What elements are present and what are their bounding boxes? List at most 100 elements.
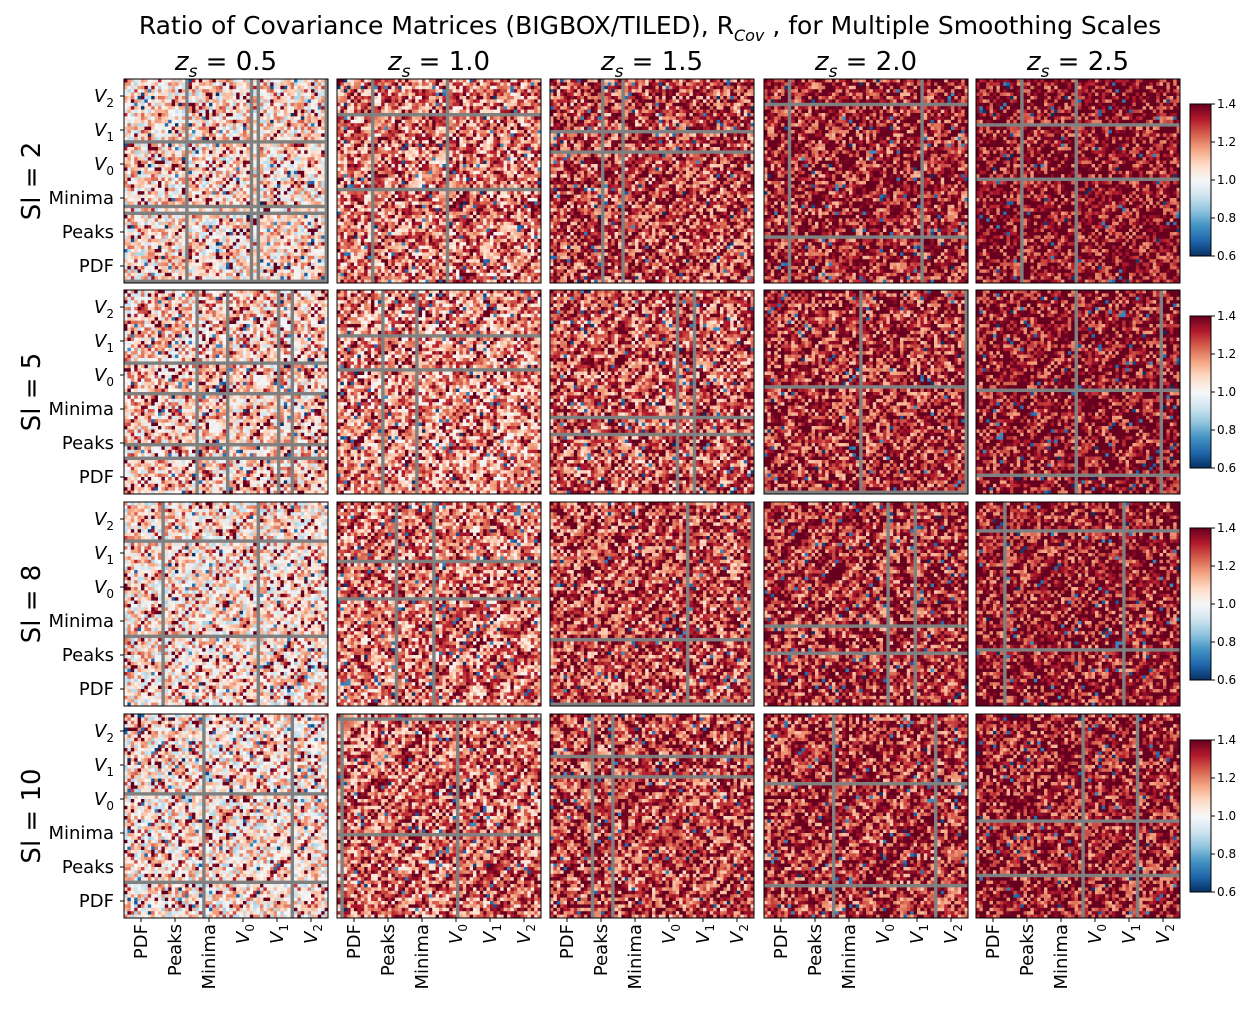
heatmap-cell bbox=[168, 252, 172, 256]
heatmap-cell bbox=[192, 164, 196, 168]
heatmap-cell bbox=[236, 147, 240, 151]
heatmap-cell bbox=[189, 174, 193, 178]
heatmap-cell bbox=[297, 123, 301, 127]
heatmap-cell bbox=[199, 137, 203, 141]
heatmap-cell bbox=[246, 130, 250, 134]
heatmap-cell bbox=[294, 79, 298, 83]
heatmap-cell bbox=[155, 218, 159, 222]
heatmap-cell bbox=[195, 198, 199, 202]
heatmap-cell bbox=[158, 86, 162, 90]
heatmap-cell bbox=[209, 103, 213, 107]
heatmap-cell bbox=[260, 103, 264, 107]
heatmap-cell bbox=[206, 133, 210, 137]
heatmap-cell bbox=[212, 79, 216, 83]
heatmap-cell bbox=[195, 86, 199, 90]
heatmap-cell bbox=[148, 195, 152, 199]
heatmap-cell bbox=[175, 195, 179, 199]
heatmap-cell bbox=[226, 113, 230, 117]
column-header-5: zs = 2.5 bbox=[1026, 47, 1129, 82]
heatmap-cell bbox=[172, 174, 176, 178]
heatmap-cell bbox=[127, 232, 131, 236]
heatmap-cell bbox=[189, 273, 193, 277]
heatmap-cell bbox=[168, 89, 172, 93]
heatmap-cell bbox=[270, 103, 274, 107]
heatmap-cell bbox=[260, 99, 264, 103]
heatmap-cell bbox=[138, 161, 142, 165]
heatmap-cell bbox=[219, 103, 223, 107]
heatmap-cell bbox=[134, 235, 138, 239]
heatmap-cell bbox=[199, 225, 203, 229]
heatmap-cell bbox=[158, 263, 162, 267]
heatmap-cell bbox=[236, 110, 240, 114]
heatmap-cell bbox=[192, 161, 196, 165]
heatmap-cell bbox=[175, 147, 179, 151]
heatmap-cell bbox=[155, 246, 159, 250]
heatmap-cell bbox=[291, 113, 295, 117]
heatmap-cell bbox=[144, 171, 148, 175]
heatmap-cell bbox=[158, 133, 162, 137]
heatmap-cell bbox=[168, 229, 172, 233]
heatmap-cell bbox=[172, 123, 176, 127]
heatmap-cell bbox=[172, 103, 176, 107]
heatmap-cell bbox=[195, 201, 199, 205]
heatmap-cell bbox=[199, 161, 203, 165]
heatmap-cell bbox=[246, 86, 250, 90]
heatmap-cell bbox=[148, 174, 152, 178]
heatmap-cell bbox=[158, 198, 162, 202]
heatmap-cell bbox=[192, 222, 196, 226]
heatmap-cell bbox=[226, 110, 230, 114]
heatmap-cell bbox=[301, 130, 305, 134]
heatmap-cell bbox=[151, 130, 155, 134]
heatmap-cell bbox=[314, 116, 318, 120]
heatmap-cell bbox=[134, 147, 138, 151]
heatmap-cell bbox=[219, 123, 223, 127]
heatmap-cell bbox=[202, 137, 206, 141]
heatmap-cell bbox=[141, 195, 145, 199]
heatmap-cell bbox=[165, 246, 169, 250]
heatmap-cell bbox=[175, 181, 179, 185]
heatmap-cell bbox=[195, 208, 199, 212]
heatmap-cell bbox=[165, 208, 169, 212]
heatmap-cell bbox=[144, 212, 148, 216]
heatmap-cell bbox=[250, 82, 254, 86]
heatmap-cell bbox=[270, 140, 274, 144]
heatmap-cell bbox=[131, 174, 135, 178]
heatmap-cell bbox=[189, 218, 193, 222]
heatmap-cell bbox=[253, 133, 257, 137]
heatmap-cell bbox=[189, 154, 193, 158]
heatmap-cell bbox=[321, 113, 325, 117]
heatmap-cell bbox=[189, 229, 193, 233]
heatmap-cell bbox=[161, 225, 165, 229]
heatmap-cell bbox=[155, 106, 159, 110]
heatmap-cell bbox=[165, 201, 169, 205]
heatmap-cell bbox=[189, 246, 193, 250]
heatmap-cell bbox=[134, 137, 138, 141]
heatmap-cell bbox=[209, 120, 213, 124]
heatmap-cell bbox=[161, 188, 165, 192]
heatmap-cell bbox=[308, 86, 312, 90]
heatmap-cell bbox=[175, 99, 179, 103]
heatmap-cell bbox=[246, 79, 250, 83]
heatmap-cell bbox=[178, 161, 182, 165]
heatmap-cell bbox=[202, 89, 206, 93]
heatmap-cell bbox=[138, 79, 142, 83]
heatmap-cell bbox=[178, 140, 182, 144]
heatmap-cell bbox=[178, 195, 182, 199]
heatmap-cell bbox=[233, 120, 237, 124]
heatmap-cell bbox=[158, 96, 162, 100]
heatmap-cell bbox=[291, 140, 295, 144]
heatmap-cell bbox=[175, 259, 179, 263]
heatmap-cell bbox=[209, 106, 213, 110]
heatmap-cell bbox=[189, 79, 193, 83]
heatmap-cell bbox=[189, 184, 193, 188]
heatmap-cell bbox=[233, 127, 237, 131]
heatmap-cell bbox=[165, 222, 169, 226]
heatmap-cell bbox=[148, 110, 152, 114]
heatmap-cell bbox=[195, 212, 199, 216]
heatmap-cell bbox=[172, 212, 176, 216]
heatmap-cell bbox=[274, 133, 278, 137]
heatmap-cell bbox=[161, 113, 165, 117]
heatmap-cell bbox=[134, 256, 138, 260]
heatmap-cell bbox=[134, 171, 138, 175]
heatmap-cell bbox=[294, 154, 298, 158]
